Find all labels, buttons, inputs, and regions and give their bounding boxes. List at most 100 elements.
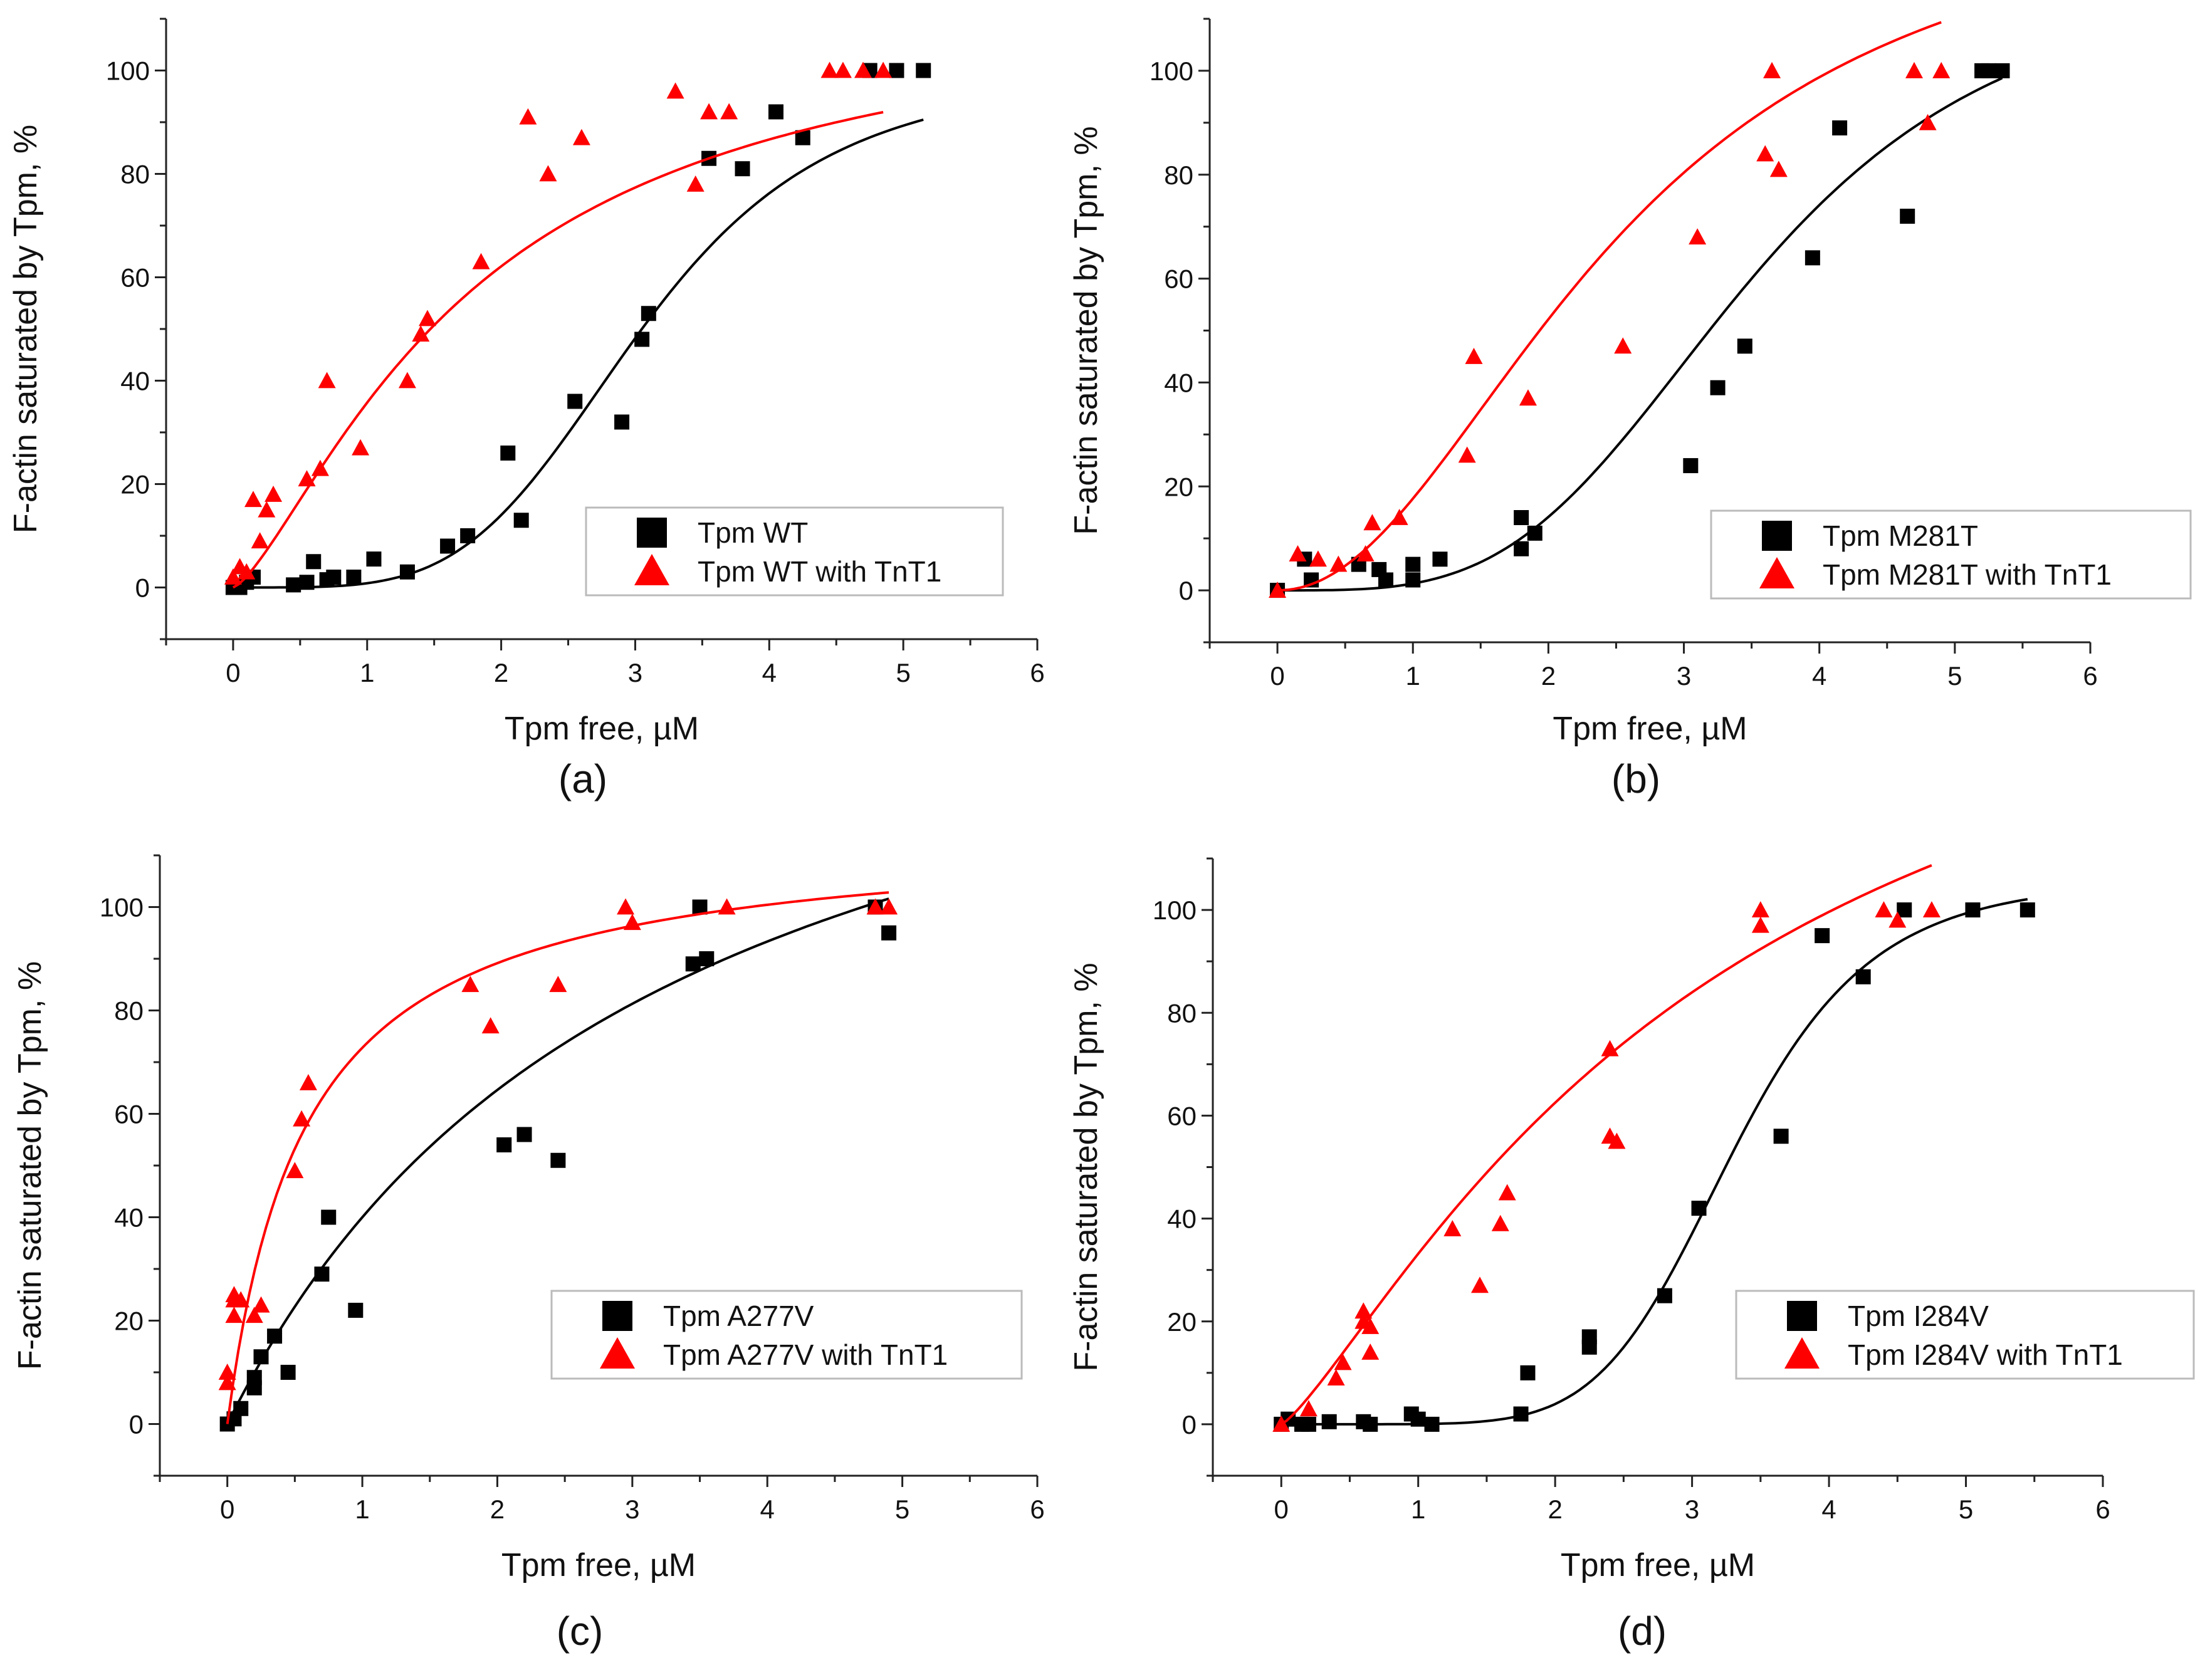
panel-caption: (b): [1611, 756, 1660, 801]
data-point: [398, 372, 416, 389]
x-tick-label: 3: [1677, 661, 1691, 691]
legend: Tpm WT Tpm WT with TnT1: [585, 506, 1004, 597]
data-point: [321, 1209, 337, 1225]
data-point: [253, 1349, 269, 1365]
data-point: [880, 898, 898, 915]
x-tick-label: 0: [1270, 661, 1284, 691]
data-point: [232, 1291, 250, 1308]
data-point: [1710, 380, 1726, 395]
data-point: [314, 1266, 330, 1282]
panel-caption: (a): [558, 756, 607, 801]
x-tick-label: 0: [226, 658, 240, 687]
data-point: [1289, 545, 1307, 561]
data-point: [2019, 902, 2035, 918]
x-tick-label: 0: [1274, 1495, 1289, 1524]
data-point: [617, 898, 635, 915]
data-point: [539, 165, 557, 182]
data-point: [1683, 458, 1699, 474]
data-point: [399, 564, 415, 580]
data-point: [1689, 228, 1707, 245]
legend-label: Tpm M281T: [1823, 519, 1978, 552]
data-point: [916, 63, 931, 78]
data-point: [346, 570, 362, 585]
data-point: [318, 372, 336, 389]
data-point: [280, 1365, 296, 1380]
series-black: [219, 897, 897, 1432]
data-point: [306, 554, 322, 570]
x-tick-label: 5: [1947, 661, 1962, 691]
data-point: [1432, 551, 1448, 567]
data-point: [481, 1017, 500, 1034]
y-tick-label: 60: [114, 1100, 144, 1129]
data-point: [461, 976, 479, 993]
data-point: [666, 82, 684, 99]
series-red: [1272, 864, 1941, 1432]
data-point: [854, 61, 872, 78]
legend-marker-triangle: [1759, 557, 1794, 588]
x-tick-label: 3: [1685, 1495, 1699, 1524]
x-axis-title: Tpm free, µM: [505, 711, 699, 747]
data-point: [874, 61, 893, 78]
legend-marker-square: [1762, 521, 1792, 551]
data-point: [245, 1307, 263, 1323]
data-point: [1581, 1329, 1597, 1345]
data-point: [572, 128, 590, 145]
data-point: [218, 1364, 236, 1380]
data-point: [1458, 446, 1476, 463]
data-point: [1657, 1288, 1672, 1303]
y-tick-label: 0: [129, 1410, 144, 1439]
data-point: [623, 914, 641, 931]
data-point: [1691, 1201, 1707, 1216]
data-point: [1994, 63, 2010, 78]
data-point: [1405, 572, 1421, 588]
y-tick-label: 100: [106, 56, 150, 86]
data-point: [412, 325, 430, 342]
x-tick-label: 6: [1030, 658, 1044, 687]
y-axis-title: F-actin saturated by Tpm, %: [1068, 963, 1104, 1371]
data-point: [513, 513, 529, 528]
x-tick-label: 1: [1411, 1495, 1425, 1524]
data-point: [460, 528, 476, 543]
data-point: [1769, 160, 1788, 177]
data-point: [634, 331, 650, 347]
fit-curve: [226, 891, 889, 1424]
data-point: [1514, 510, 1529, 525]
x-tick-label: 4: [762, 658, 777, 687]
data-point: [238, 563, 256, 580]
x-tick-label: 2: [1548, 1495, 1562, 1524]
data-point: [720, 103, 738, 120]
data-point: [1832, 120, 1848, 136]
data-point: [516, 1127, 532, 1142]
series-black: [225, 63, 931, 595]
x-tick-label: 2: [494, 658, 508, 687]
y-tick-label: 20: [1164, 472, 1193, 501]
data-point: [550, 1152, 566, 1168]
data-point: [265, 486, 283, 502]
x-tick-label: 6: [2095, 1495, 2110, 1524]
data-point: [1751, 916, 1769, 933]
data-point: [1361, 1343, 1380, 1360]
legend-marker-square: [602, 1301, 632, 1331]
data-point: [1356, 545, 1375, 561]
y-tick-label: 40: [1164, 368, 1193, 397]
data-point: [1443, 1220, 1462, 1236]
data-point: [1410, 1411, 1426, 1427]
legend-marker-square: [637, 518, 667, 548]
data-point: [1354, 1302, 1373, 1319]
y-tick-label: 40: [114, 1203, 144, 1233]
y-tick-label: 100: [1153, 895, 1197, 925]
x-tick-label: 5: [895, 1495, 909, 1524]
data-point: [1519, 389, 1537, 406]
y-tick-label: 0: [1179, 576, 1193, 605]
data-point: [311, 459, 329, 476]
y-axis-title: F-actin saturated by Tpm, %: [12, 961, 48, 1370]
y-tick-label: 60: [1167, 1101, 1197, 1130]
data-point: [1763, 61, 1781, 78]
data-point: [1471, 1276, 1489, 1293]
data-point: [718, 898, 736, 915]
y-axis-title: F-actin saturated by Tpm, %: [8, 125, 44, 533]
fit-curve: [226, 897, 889, 1425]
fit-curve: [233, 118, 924, 589]
